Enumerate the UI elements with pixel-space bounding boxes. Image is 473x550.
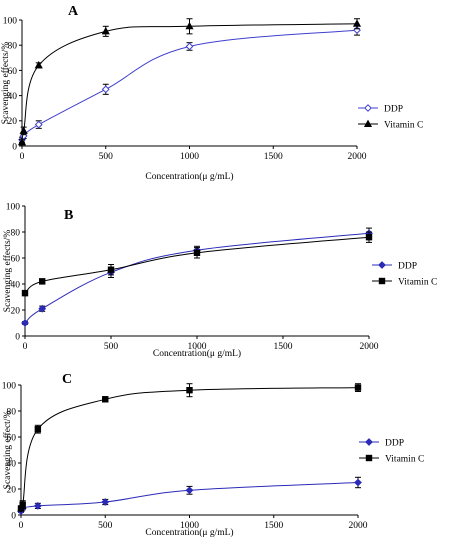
x-tick-label: 1500 [274,342,293,352]
data-point [354,384,362,391]
y-tick-label: 0 [11,511,16,521]
series-line [24,236,370,294]
panel-label: B [64,208,73,223]
data-point [107,266,115,273]
legend-entry: Vitamin C [359,455,424,465]
data-point [186,386,193,394]
data-point [39,278,46,285]
y-tick-label: 60 [7,433,17,443]
data-point [185,21,194,30]
legend-marker [378,277,386,285]
panel-label: C [62,372,72,387]
data-point [102,396,109,403]
legend-marker [365,438,373,446]
legend-entry: DDP [372,261,417,272]
x-tick-label: 500 [98,521,113,531]
legend-entry: Vitamin C [372,278,437,288]
y-tick-label: 40 [8,92,18,102]
y-tick-label: 80 [7,407,17,417]
data-point [34,60,43,69]
legend-label: Vitamin C [398,278,437,288]
x-tick-label: 1500 [264,152,283,162]
y-tick-label: 0 [12,142,17,152]
series-ddp [21,227,373,327]
series-line [21,23,358,143]
data-point [185,486,194,495]
legend-marker [365,454,373,462]
y-axis-title: Scavenging effects/% [2,230,13,312]
legend-entry: Vitamin C [358,119,423,131]
y-axis-title: Scavenging effect/% [2,411,13,490]
data-point [365,233,373,241]
data-point [33,501,42,510]
data-point [101,85,110,94]
data-point [38,304,47,313]
y-tick-label: 100 [6,202,21,212]
x-tick-label: 500 [104,342,119,352]
x-tick-label: 1500 [264,521,283,531]
y-tick-label: 100 [2,381,17,391]
series-vitamin-c [21,231,373,297]
legend-marker [364,104,372,112]
y-tick-label: 0 [15,332,20,342]
y-tick-label: 80 [8,42,18,52]
series-vitamin-c [17,18,362,146]
y-tick-label: 40 [11,280,21,290]
x-tick-label: 2000 [360,342,379,352]
series-ddp [17,476,362,516]
y-tick-label: 20 [8,117,18,127]
legend-label: Vitamin C [385,455,424,465]
legend-entry: DDP [359,438,404,449]
data-point [101,498,110,506]
data-point [352,19,362,27]
y-tick-label: 60 [11,254,21,264]
y-tick-label: 20 [11,306,21,316]
data-point [21,289,29,297]
x-tick-label: 500 [99,152,114,162]
data-point [34,425,42,433]
legend-label: DDP [385,439,404,449]
x-axis-title: Concentration(μ g/mL) [145,527,233,538]
y-tick-label: 100 [3,16,18,26]
legend-marker [363,119,373,127]
x-tick-label: 1000 [180,152,199,162]
data-point [101,26,110,35]
y-tick-label: 20 [7,485,17,495]
x-tick-label: 2000 [348,152,367,162]
panel-label: A [68,4,79,19]
data-point [193,249,201,256]
legend-label: DDP [384,105,403,115]
y-tick-label: 60 [8,67,18,77]
data-point [34,120,43,129]
series-vitamin-c [17,383,362,513]
data-point [19,126,28,134]
y-tick-label: 80 [11,228,21,238]
data-point [354,478,362,487]
data-point [21,319,29,327]
data-point [17,137,27,146]
x-tick-label: 2000 [349,521,368,531]
legend-label: DDP [398,262,417,272]
legend-label: Vitamin C [384,121,423,131]
x-tick-label: 0 [19,521,24,531]
data-point [19,501,26,508]
x-tick-label: 0 [20,152,25,162]
y-tick-label: 40 [7,459,17,469]
data-point [185,42,194,51]
x-tick-label: 0 [23,342,28,352]
x-axis-title: Concentration(μ g/mL) [153,348,241,359]
x-axis-title: Concentration(μ g/mL) [145,171,233,182]
y-axis-title: Scavenging effects/% [0,42,11,124]
x-tick-label: 1000 [180,521,199,531]
x-tick-label: 1000 [188,342,207,352]
legend-entry: DDP [358,104,403,115]
legend-marker [378,261,386,269]
